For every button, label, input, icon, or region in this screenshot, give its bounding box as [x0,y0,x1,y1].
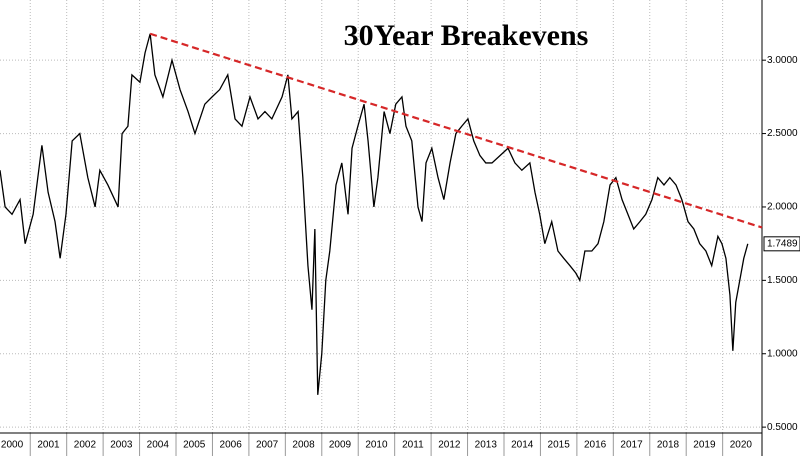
y-tick-label: 1.0000 [767,348,798,359]
x-tick-label: 2018 [657,440,680,451]
last-value-label: 1.7489 [767,238,798,249]
y-tick-label: 0.5000 [767,422,798,433]
x-tick-label: 2003 [110,440,133,451]
x-tick-label: 2002 [74,440,97,451]
x-tick-label: 2015 [548,440,571,451]
x-tick-label: 2000 [1,440,24,451]
x-tick-label: 2016 [584,440,607,451]
y-tick-label: 1.5000 [767,275,798,286]
x-tick-label: 2010 [365,440,388,451]
x-tick-label: 2013 [475,440,498,451]
y-tick-label: 2.5000 [767,128,798,139]
x-tick-label: 2009 [329,440,352,451]
trendline [149,32,763,229]
x-tick-label: 2014 [511,440,534,451]
last-value-box [763,236,800,252]
data-line [0,33,749,395]
y-tick-label: 3.0000 [767,55,798,66]
x-tick-label: 2004 [147,440,170,451]
x-tick-label: 2011 [402,440,424,451]
x-tick-label: 2012 [438,440,461,451]
x-tick-label: 2019 [693,440,716,451]
x-tick-label: 2020 [730,440,753,451]
x-tick-label: 2006 [220,440,243,451]
y-tick-label: 2.0000 [767,202,798,213]
x-tick-label: 2008 [292,440,315,451]
x-tick-label: 2005 [183,440,206,451]
x-tick-label: 2017 [620,440,643,451]
x-tick-label: 2001 [37,440,60,451]
chart-title: 30Year Breakevens [344,19,589,52]
x-tick-label: 2007 [256,440,279,451]
